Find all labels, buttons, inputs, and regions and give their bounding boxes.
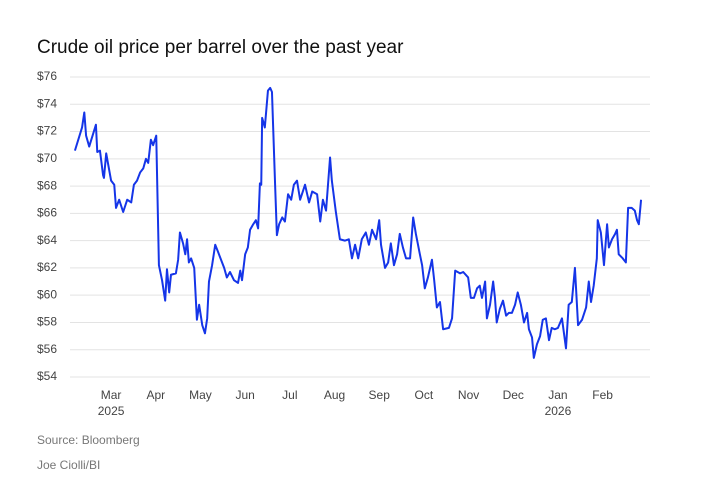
x-tick-label: Feb [592,388,613,402]
y-tick-label: $72 [37,124,57,138]
x-tick-label: Oct [414,388,434,402]
x-tick-label: Jan 2026 [544,388,572,418]
x-tick-label: Aug [323,388,346,402]
y-tick-label: $62 [37,260,57,274]
chart-title: Crude oil price per barrel over the past… [37,37,404,58]
x-tick-label: Jun [235,388,255,402]
x-tick-label: May [189,388,212,402]
source: Source: Bloomberg [37,433,140,447]
x-tick-label: Sep [368,388,390,402]
x-tick-label: Nov [457,388,480,402]
x-tick-label: Jul [282,388,298,402]
y-tick-label: $64 [37,233,57,247]
y-tick-label: $54 [37,369,57,383]
x-tick-label: Apr [146,388,166,402]
x-tick-label: Dec [502,388,524,402]
y-tick-label: $56 [37,342,57,356]
y-tick-label: $74 [37,96,57,110]
y-tick-label: $76 [37,69,57,83]
price-line [73,86,643,359]
y-tick-label: $60 [37,287,57,301]
y-tick-label: $58 [37,315,57,329]
y-tick-label: $68 [37,178,57,192]
y-tick-label: $70 [37,151,57,165]
y-tick-label: $66 [37,206,57,220]
x-tick-label: Mar 2025 [97,388,125,418]
credit: Joe Ciolli/BI [37,458,100,472]
